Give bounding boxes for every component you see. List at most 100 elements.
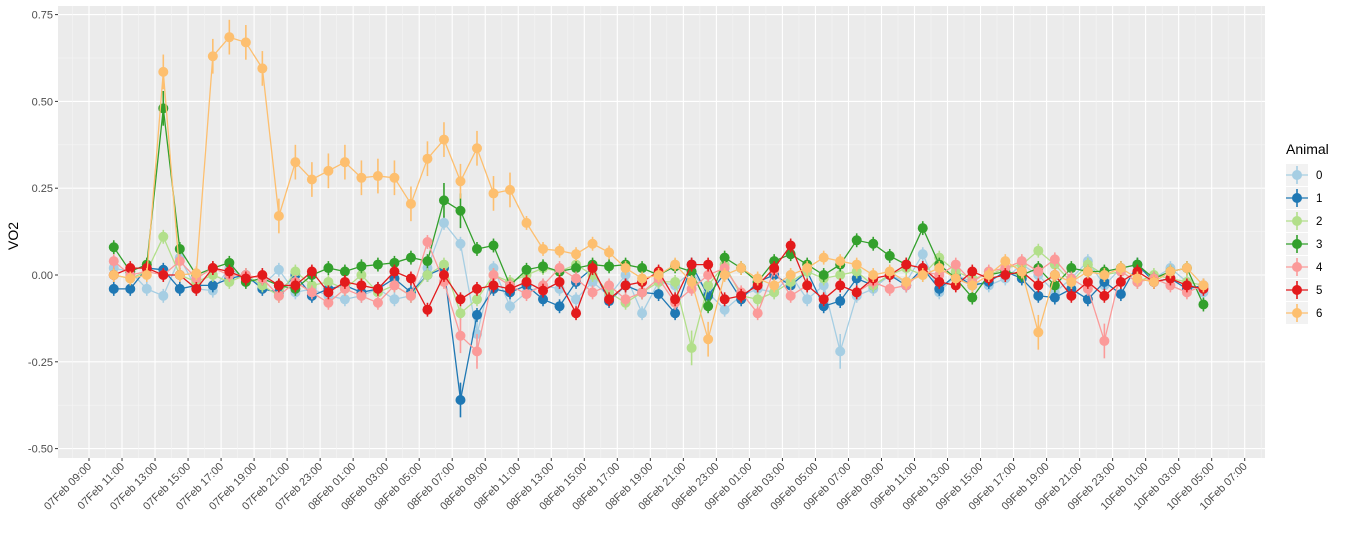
legend-point [1292, 239, 1302, 249]
data-point [521, 289, 532, 300]
data-point [802, 263, 813, 274]
data-point [273, 280, 284, 291]
data-point [934, 276, 945, 287]
data-point [471, 283, 482, 294]
y-tick-label: 0.50 [32, 96, 53, 108]
data-point [719, 294, 730, 305]
data-point [290, 266, 301, 277]
data-point [521, 217, 532, 228]
legend-point [1292, 170, 1302, 180]
data-point [1033, 327, 1044, 338]
data-point [108, 256, 119, 267]
data-point [604, 247, 615, 258]
data-point [1049, 292, 1060, 303]
data-point [752, 273, 763, 284]
data-point [769, 263, 780, 274]
data-point [191, 283, 202, 294]
legend-label: 1 [1316, 193, 1322, 205]
data-point [521, 276, 532, 287]
data-point [785, 240, 796, 251]
data-point [356, 261, 367, 272]
data-point [306, 266, 317, 277]
data-point [207, 280, 218, 291]
data-point [785, 270, 796, 280]
data-point [571, 294, 582, 305]
data-point [125, 273, 136, 284]
data-point [488, 280, 499, 291]
data-point [356, 172, 367, 183]
data-point [389, 294, 400, 305]
data-point [554, 301, 565, 312]
data-point [339, 266, 350, 277]
data-point [835, 256, 846, 267]
data-point [686, 259, 697, 270]
data-point [207, 51, 218, 62]
data-point [455, 176, 466, 187]
data-point [323, 297, 334, 308]
data-point [405, 198, 416, 209]
data-point [1082, 276, 1093, 287]
y-tick-label: -0.25 [28, 357, 53, 369]
data-point [868, 270, 879, 280]
data-point [785, 290, 796, 301]
data-point [158, 66, 169, 77]
data-point [158, 290, 169, 301]
legend-point [1292, 308, 1302, 318]
data-point [703, 334, 714, 345]
data-point [174, 270, 185, 280]
data-point [240, 273, 251, 284]
legend-label: 3 [1316, 239, 1322, 251]
data-point [1000, 256, 1011, 267]
data-point [571, 308, 582, 319]
data-point [835, 296, 846, 307]
data-point [604, 261, 615, 272]
data-point [587, 238, 598, 249]
data-point [736, 263, 747, 274]
data-point [670, 294, 681, 305]
data-point [934, 263, 945, 274]
legend-point [1292, 216, 1302, 226]
data-point [1066, 276, 1077, 287]
data-point [604, 294, 615, 305]
legend-item-2: 2 [1286, 210, 1322, 232]
data-point [422, 237, 433, 248]
data-point [967, 292, 978, 303]
data-point [505, 184, 516, 195]
data-point [620, 294, 631, 305]
data-point [868, 238, 879, 249]
data-point [1099, 270, 1110, 280]
data-point [851, 287, 862, 298]
data-point [901, 259, 912, 270]
data-point [339, 294, 350, 305]
data-point [158, 231, 169, 242]
series-layer [108, 19, 1209, 418]
data-point [108, 283, 119, 294]
data-point [719, 252, 730, 263]
data-point [571, 273, 582, 284]
data-point [1115, 289, 1126, 300]
data-point [538, 294, 549, 305]
data-point [488, 240, 499, 251]
data-point [1033, 245, 1044, 256]
legend: Animal 0 1 2 3 4 5 6 [1286, 141, 1329, 324]
data-point [471, 143, 482, 154]
data-point [554, 245, 565, 256]
data-point [455, 205, 466, 216]
legend-item-1: 1 [1286, 187, 1322, 209]
data-point [224, 257, 235, 268]
data-point [422, 304, 433, 315]
data-point [719, 304, 730, 315]
series-6 [108, 19, 1209, 357]
data-point [653, 289, 664, 300]
data-point [290, 157, 301, 168]
data-point [323, 263, 334, 274]
data-point [637, 263, 648, 274]
legend-title: Animal [1286, 141, 1329, 157]
data-point [207, 263, 218, 274]
data-point [438, 270, 449, 280]
data-point [389, 257, 400, 268]
data-point [835, 270, 846, 280]
data-point [174, 243, 185, 254]
data-point [521, 264, 532, 275]
